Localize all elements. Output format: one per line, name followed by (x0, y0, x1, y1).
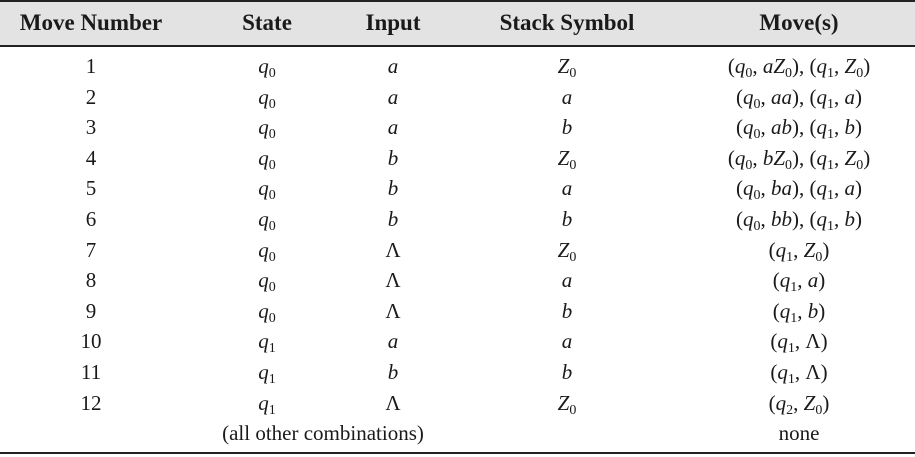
header-row (0, 0, 915, 46)
cell-input: a (387, 115, 399, 140)
cell-move-number: 12 (80, 390, 102, 415)
table-row: 10 q1 a a (q1, Λ) (0, 327, 915, 357)
cell-stack-symbol: Z0 (557, 390, 577, 418)
cell-stack-symbol: Z0 (557, 54, 577, 81)
header-move-number: Move Number (19, 10, 163, 35)
cell-moves: (q0, ba), (q1, a) (736, 176, 862, 204)
cell-move-number: 1 (85, 54, 97, 78)
cell-move-number: 6 (85, 207, 97, 231)
cell-input: a (387, 84, 399, 109)
cell-moves: (q1, b) (772, 298, 826, 326)
cell-moves: (q1, Λ) (770, 360, 828, 387)
table-row-footer: (all other combinations) none (0, 419, 915, 447)
cell-stack-symbol: Z0 (557, 145, 577, 173)
cell-input: Λ (385, 298, 401, 323)
cell-state: q0 (258, 54, 276, 81)
header-moves: Move(s) (759, 10, 839, 35)
cell-moves: (q0, aZ0), (q1, Z0) (727, 54, 871, 81)
cell-stack-symbol: b (561, 298, 573, 323)
cell-moves: (q0, bb), (q1, b) (736, 207, 862, 234)
cell-move-number: 5 (85, 176, 97, 201)
cell-state: q1 (258, 390, 276, 418)
table-row: 3 q0 a b (q0, ab), (q1, b) (0, 113, 915, 143)
cell-move-number: 8 (85, 268, 97, 293)
cell-move-number: 7 (85, 237, 97, 262)
cell-moves: (q0, bZ0), (q1, Z0) (727, 145, 871, 173)
cell-move-number: 2 (85, 84, 97, 109)
cell-stack-symbol: b (561, 207, 573, 231)
cell-moves: (q2, Z0) (768, 390, 830, 418)
cell-stack-symbol: a (561, 176, 573, 201)
cell-moves: (q0, ab), (q1, b) (736, 115, 862, 143)
cell-stack-symbol: a (561, 84, 573, 109)
cell-moves: (q1, Λ) (770, 329, 828, 357)
table-row: 1 q0 a Z0 (q0, aZ0), (q1, Z0) (0, 52, 915, 81)
footer-moves: none (778, 421, 820, 446)
cell-input: b (387, 145, 399, 170)
cell-state: q0 (258, 298, 276, 326)
table-row: 12 q1 Λ Z0 (q2, Z0) (0, 389, 915, 418)
cell-state: q0 (258, 268, 276, 296)
cell-input: Λ (385, 237, 401, 262)
table-row: 5 q0 b a (q0, ba), (q1, a) (0, 174, 915, 204)
cell-input: Λ (385, 390, 401, 415)
cell-input: a (387, 54, 399, 78)
table-row: 2 q0 a a (q0, aa), (q1, a) (0, 83, 915, 112)
header-stack-symbol: Stack Symbol (499, 10, 635, 35)
cell-stack-symbol: a (561, 268, 573, 293)
cell-input: Λ (385, 268, 401, 293)
cell-input: b (387, 360, 399, 384)
cell-stack-symbol: b (561, 360, 573, 384)
cell-input: b (387, 207, 399, 231)
cell-stack-symbol: a (561, 329, 573, 354)
cell-moves: (q1, Z0) (768, 237, 830, 265)
table-row: 7 q0 Λ Z0 (q1, Z0) (0, 236, 915, 265)
cell-input: b (387, 176, 399, 201)
header-input: Input (365, 10, 421, 35)
table-row: 6 q0 b b (q0, bb), (q1, b) (0, 205, 915, 234)
footer-label: (all other combinations) (222, 421, 424, 446)
cell-move-number: 9 (85, 298, 97, 323)
cell-input: a (387, 329, 399, 354)
bottom-rule (0, 452, 915, 454)
cell-state: q1 (258, 360, 276, 387)
cell-stack-symbol: b (561, 115, 573, 140)
cell-moves: (q0, aa), (q1, a) (736, 84, 862, 112)
cell-state: q0 (258, 207, 276, 234)
cell-state: q0 (258, 145, 276, 173)
table-row: 4 q0 b Z0 (q0, bZ0), (q1, Z0) (0, 144, 915, 173)
header-rule (0, 45, 915, 47)
cell-move-number: 3 (85, 115, 97, 140)
cell-state: q1 (258, 329, 276, 357)
table-row: 11 q1 b b (q1, Λ) (0, 358, 915, 387)
header-state: State (242, 10, 292, 35)
cell-state: q0 (258, 176, 276, 204)
cell-move-number: 4 (85, 145, 97, 170)
cell-state: q0 (258, 237, 276, 265)
top-rule (0, 0, 915, 2)
cell-state: q0 (258, 115, 276, 143)
cell-state: q0 (258, 84, 276, 112)
cell-move-number: 10 (80, 329, 102, 354)
cell-stack-symbol: Z0 (557, 237, 577, 265)
cell-moves: (q1, a) (772, 268, 826, 296)
cell-move-number: 11 (80, 360, 102, 384)
